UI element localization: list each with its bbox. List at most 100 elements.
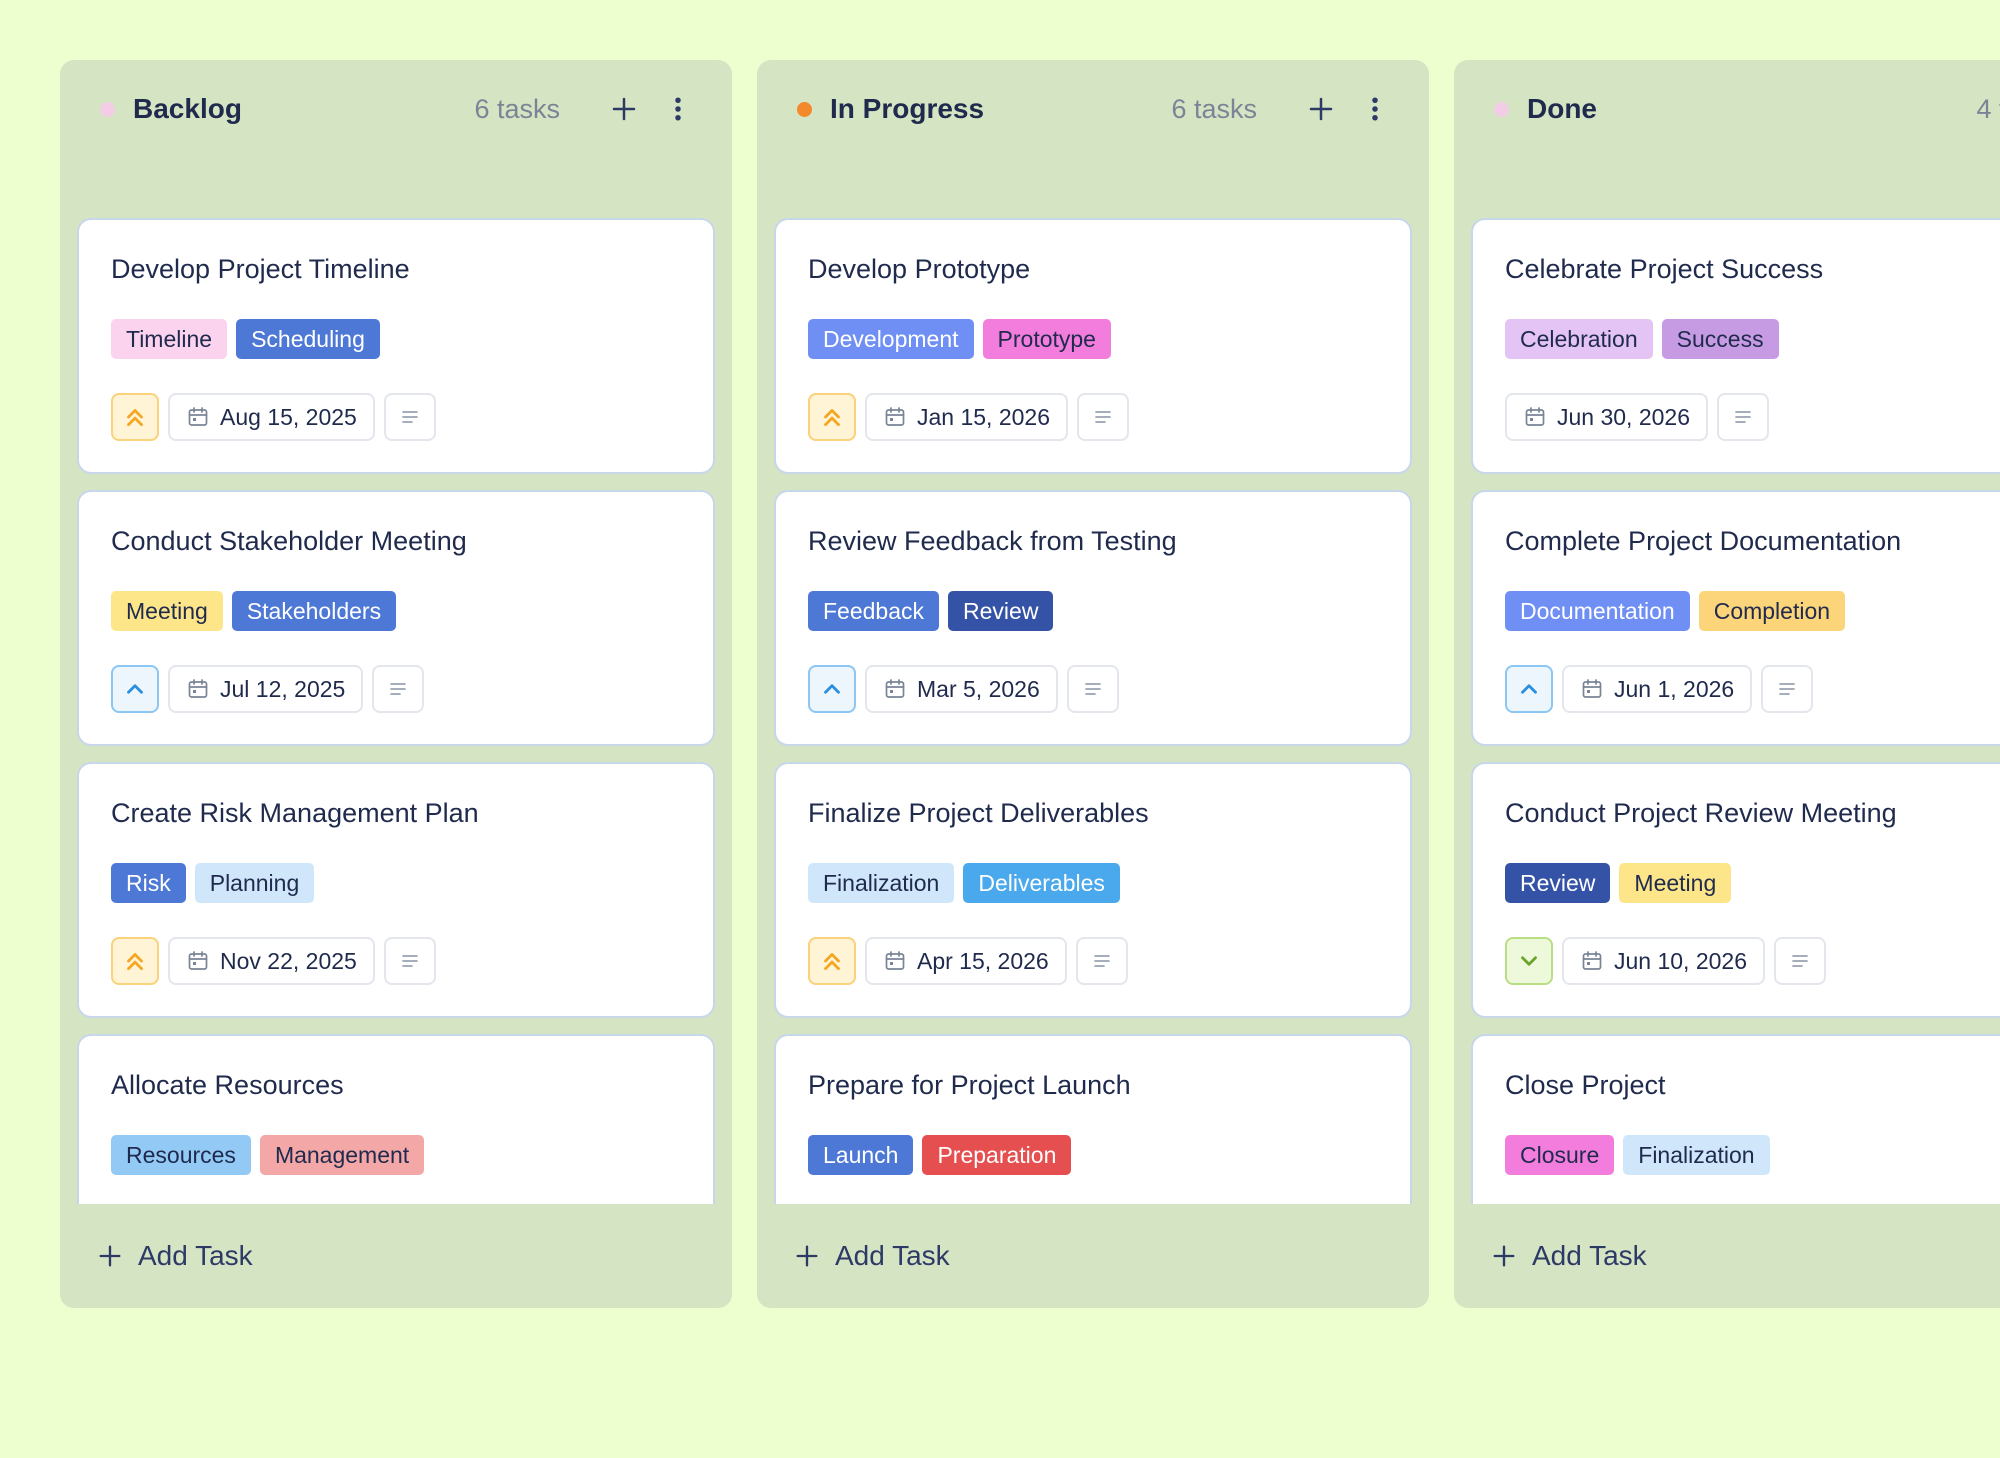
task-title: Conduct Stakeholder Meeting	[111, 526, 467, 556]
calendar-icon	[188, 679, 208, 698]
tag: Development	[808, 319, 974, 359]
task-title: Celebrate Project Success	[1505, 254, 1824, 284]
priority-badge[interactable]	[1505, 937, 1553, 985]
tag: Closure	[1505, 1135, 1615, 1175]
tag-list: Review Meeting	[1505, 863, 1732, 903]
task-title: Create Risk Management Plan	[111, 798, 479, 828]
tag: Finalization	[1623, 1135, 1770, 1175]
tag-list: Launch Preparation	[808, 1135, 1072, 1175]
add-task-icon-button[interactable]	[1301, 89, 1341, 129]
plus-icon	[612, 97, 636, 121]
task-title: Develop Project Timeline	[111, 254, 410, 284]
notes-icon	[1095, 411, 1111, 423]
priority-badge[interactable]	[808, 937, 856, 985]
task-card[interactable]: Celebrate Project Success Celebration Succ…	[1471, 218, 2000, 474]
task-meta: Nov 22, 2025	[111, 937, 436, 985]
notes-icon	[1779, 683, 1796, 695]
priority-badge[interactable]	[1505, 665, 1553, 713]
add-task-icon-button[interactable]	[604, 89, 644, 129]
task-meta: Jul 12, 2025	[111, 665, 425, 713]
column-in-progress: In Progress 6 tasks Develop Prototype Devel…	[757, 60, 1429, 1308]
task-card[interactable]: Finalize Project Deliverables Finalizatio…	[774, 762, 1412, 1018]
double-chevron-up-icon	[127, 409, 143, 426]
description-button[interactable]	[1717, 393, 1770, 441]
column-menu-button[interactable]	[1355, 89, 1395, 129]
notes-icon	[1792, 955, 1808, 967]
description-button[interactable]	[372, 665, 425, 713]
description-button[interactable]	[383, 937, 436, 985]
column-header: Backlog 6 tasks	[60, 60, 732, 158]
task-count: 6 tasks	[1171, 93, 1257, 124]
task-title: Complete Project Documentation	[1505, 526, 1902, 556]
description-button[interactable]	[1077, 393, 1130, 441]
description-button[interactable]	[1774, 937, 1827, 985]
priority-badge[interactable]	[808, 393, 856, 441]
task-card[interactable]: Create Risk Management Plan Risk Planning N…	[77, 762, 715, 1018]
double-chevron-up-icon	[127, 953, 143, 970]
task-card[interactable]: Conduct Stakeholder Meeting Meeting Stakeh…	[77, 490, 715, 746]
priority-badge[interactable]	[111, 665, 159, 713]
task-card[interactable]: Review Feedback from Testing Feedback Revi…	[774, 490, 1412, 746]
tag: Celebration	[1505, 319, 1653, 359]
due-date-chip[interactable]: Mar 5, 2026	[865, 665, 1058, 713]
tag: Meeting	[111, 591, 223, 631]
tag-list: Resources Management	[111, 1135, 425, 1175]
due-date-chip[interactable]: Jun 1, 2026	[1562, 665, 1753, 713]
due-date-chip[interactable]: Nov 22, 2025	[168, 937, 375, 985]
task-meta: Jun 1, 2026	[1505, 665, 1814, 713]
add-task-button[interactable]: Add Task	[1454, 1204, 2000, 1308]
task-title: Finalize Project Deliverables	[808, 798, 1149, 828]
plus-icon	[796, 1245, 818, 1267]
due-date-chip[interactable]: Apr 15, 2026	[865, 937, 1067, 985]
task-meta: Jun 30, 2026	[1505, 393, 1770, 441]
column-menu-button[interactable]	[658, 89, 698, 129]
chevron-up-icon	[1521, 684, 1537, 694]
task-card[interactable]: Develop Project Timeline Timeline Scheduli…	[77, 218, 715, 474]
due-date-chip[interactable]: Jun 30, 2026	[1505, 393, 1709, 441]
calendar-icon	[885, 951, 905, 970]
description-button[interactable]	[383, 393, 436, 441]
task-meta: Jun 10, 2026	[1505, 937, 1827, 985]
column-header: Done 4 tasks	[1454, 60, 2000, 158]
tag: Deliverables	[963, 863, 1120, 903]
chevron-down-icon	[1521, 956, 1537, 966]
double-chevron-up-icon	[824, 953, 840, 970]
due-date: Jun 1, 2026	[1614, 675, 1735, 702]
description-button[interactable]	[1761, 665, 1814, 713]
add-task-label: Add Task	[1532, 1240, 1647, 1271]
calendar-icon	[1582, 951, 1602, 970]
due-date: Nov 22, 2025	[220, 947, 357, 974]
tag: Documentation	[1505, 591, 1690, 631]
task-count: 6 tasks	[474, 93, 560, 124]
add-task-button[interactable]: Add Task	[757, 1204, 1429, 1308]
chevron-up-icon	[824, 684, 840, 694]
description-button[interactable]	[1075, 937, 1128, 985]
calendar-icon	[885, 679, 905, 698]
task-title: Review Feedback from Testing	[808, 526, 1177, 556]
due-date-chip[interactable]: Jan 15, 2026	[865, 393, 1069, 441]
task-card[interactable]: Develop Prototype Development Prototype Jan…	[774, 218, 1412, 474]
due-date: Mar 5, 2026	[917, 675, 1040, 702]
due-date-chip[interactable]: Jun 10, 2026	[1562, 937, 1766, 985]
column-header: In Progress 6 tasks	[757, 60, 1429, 158]
status-dot	[1494, 101, 1509, 117]
description-button[interactable]	[1066, 665, 1119, 713]
add-task-button[interactable]: Add Task	[60, 1204, 732, 1308]
calendar-icon	[885, 407, 905, 426]
priority-badge[interactable]	[111, 937, 159, 985]
task-meta: Aug 15, 2025	[111, 393, 436, 441]
task-card[interactable]: Conduct Project Review Meeting Review Meet…	[1471, 762, 2000, 1018]
priority-badge[interactable]	[111, 393, 159, 441]
tag: Planning	[194, 863, 315, 903]
priority-badge[interactable]	[808, 665, 856, 713]
tag: Management	[259, 1135, 425, 1175]
tag: Review	[948, 591, 1054, 631]
calendar-icon	[1525, 407, 1545, 426]
tag-list: Closure Finalization	[1505, 1135, 1770, 1175]
task-meta: Jan 15, 2026	[808, 393, 1130, 441]
due-date-chip[interactable]: Aug 15, 2025	[168, 393, 375, 441]
notes-icon	[390, 683, 407, 695]
task-card[interactable]: Complete Project Documentation Documentat…	[1471, 490, 2000, 746]
due-date-chip[interactable]: Jul 12, 2025	[168, 665, 364, 713]
